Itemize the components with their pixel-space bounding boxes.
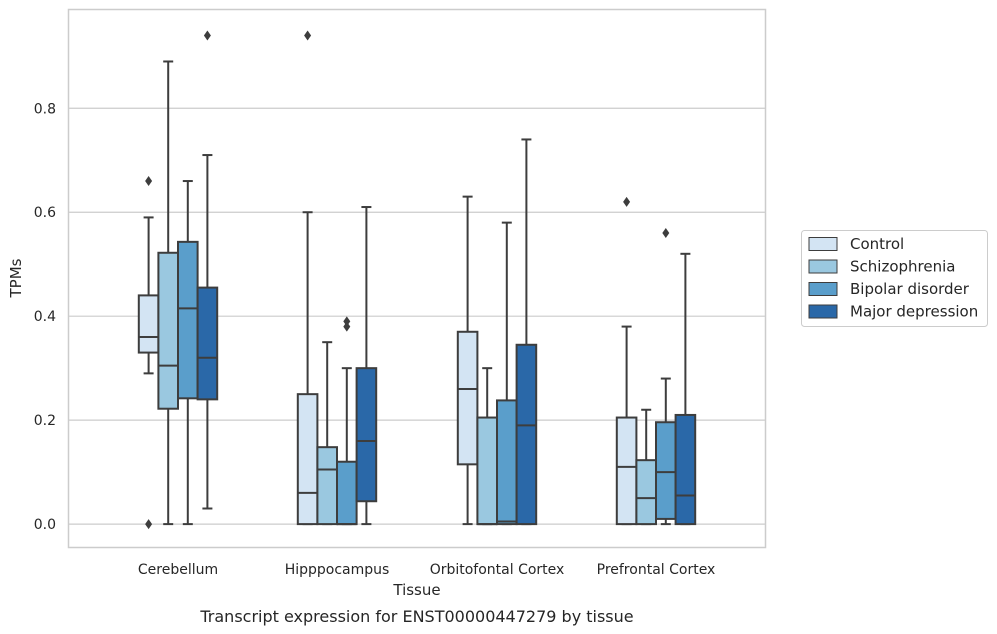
box-1-2 xyxy=(336,316,358,526)
x-tick-label: Hipppocampus xyxy=(285,562,390,578)
chart-caption: Transcript expression for ENST0000044727… xyxy=(199,607,633,626)
box-body xyxy=(476,416,498,526)
legend-label: Schizophrenia xyxy=(850,258,955,276)
box-body xyxy=(515,343,538,526)
box-2-1 xyxy=(476,367,498,526)
y-tick-labels: 0.0 0.2 0.4 0.6 0.8 xyxy=(34,101,56,533)
x-axis-label: Tissue xyxy=(392,581,440,599)
legend-frame xyxy=(801,230,988,327)
outlier-point xyxy=(145,519,153,530)
outlier-point xyxy=(343,321,351,332)
x-tick-label: Cerebellum xyxy=(138,562,218,578)
x-tick-label: Orbitofontal Cortex xyxy=(430,562,565,578)
legend-swatch xyxy=(808,237,838,251)
box-body xyxy=(336,460,358,526)
box-body xyxy=(674,413,697,526)
box-body xyxy=(355,367,378,503)
outlier-point xyxy=(304,30,312,41)
legend-label: Bipolar disorder xyxy=(850,280,970,298)
legend-swatch xyxy=(808,259,838,274)
box-body xyxy=(157,251,179,410)
y-tick-label: 0.0 xyxy=(34,517,56,533)
outlier-point xyxy=(662,228,670,239)
y-tick-label: 0.2 xyxy=(34,413,56,429)
outlier-point xyxy=(203,30,211,41)
legend: Control Schizophrenia Bipolar disorder Majo… xyxy=(801,230,988,327)
box-2-3 xyxy=(515,138,538,526)
box-0-2 xyxy=(177,180,199,526)
legend-label: Major depression xyxy=(850,303,978,321)
box-body xyxy=(496,399,518,526)
box-body xyxy=(177,240,199,400)
box-3-3 xyxy=(674,252,697,526)
outlier-point xyxy=(623,196,631,207)
legend-swatch xyxy=(808,304,838,319)
box-body xyxy=(316,446,338,526)
box-body xyxy=(137,294,160,354)
boxes xyxy=(137,30,697,530)
x-tick-label: Prefrontal Cortex xyxy=(597,562,716,578)
box-body xyxy=(655,421,677,520)
box-0-3 xyxy=(196,30,219,510)
y-axis-label: TPMs xyxy=(7,258,25,298)
box-2-0 xyxy=(456,195,479,526)
x-tick-labels: Cerebellum Hipppocampus Orbitofontal Corte… xyxy=(138,562,715,578)
legend-label: Control xyxy=(850,235,904,253)
legend-swatch xyxy=(808,282,838,296)
y-tick-label: 0.6 xyxy=(34,205,56,221)
box-body xyxy=(456,330,479,466)
box-0-0 xyxy=(137,176,160,530)
box-body xyxy=(615,416,638,526)
outlier-point xyxy=(343,316,351,327)
box-body xyxy=(196,286,219,401)
box-1-3 xyxy=(355,206,378,526)
outlier-point xyxy=(145,176,153,187)
y-tick-label: 0.8 xyxy=(34,101,56,117)
box-3-1 xyxy=(635,408,658,526)
box-1-0 xyxy=(296,211,319,526)
box-body xyxy=(635,459,658,526)
y-tick-label: 0.4 xyxy=(34,309,56,325)
box-body xyxy=(296,393,319,526)
